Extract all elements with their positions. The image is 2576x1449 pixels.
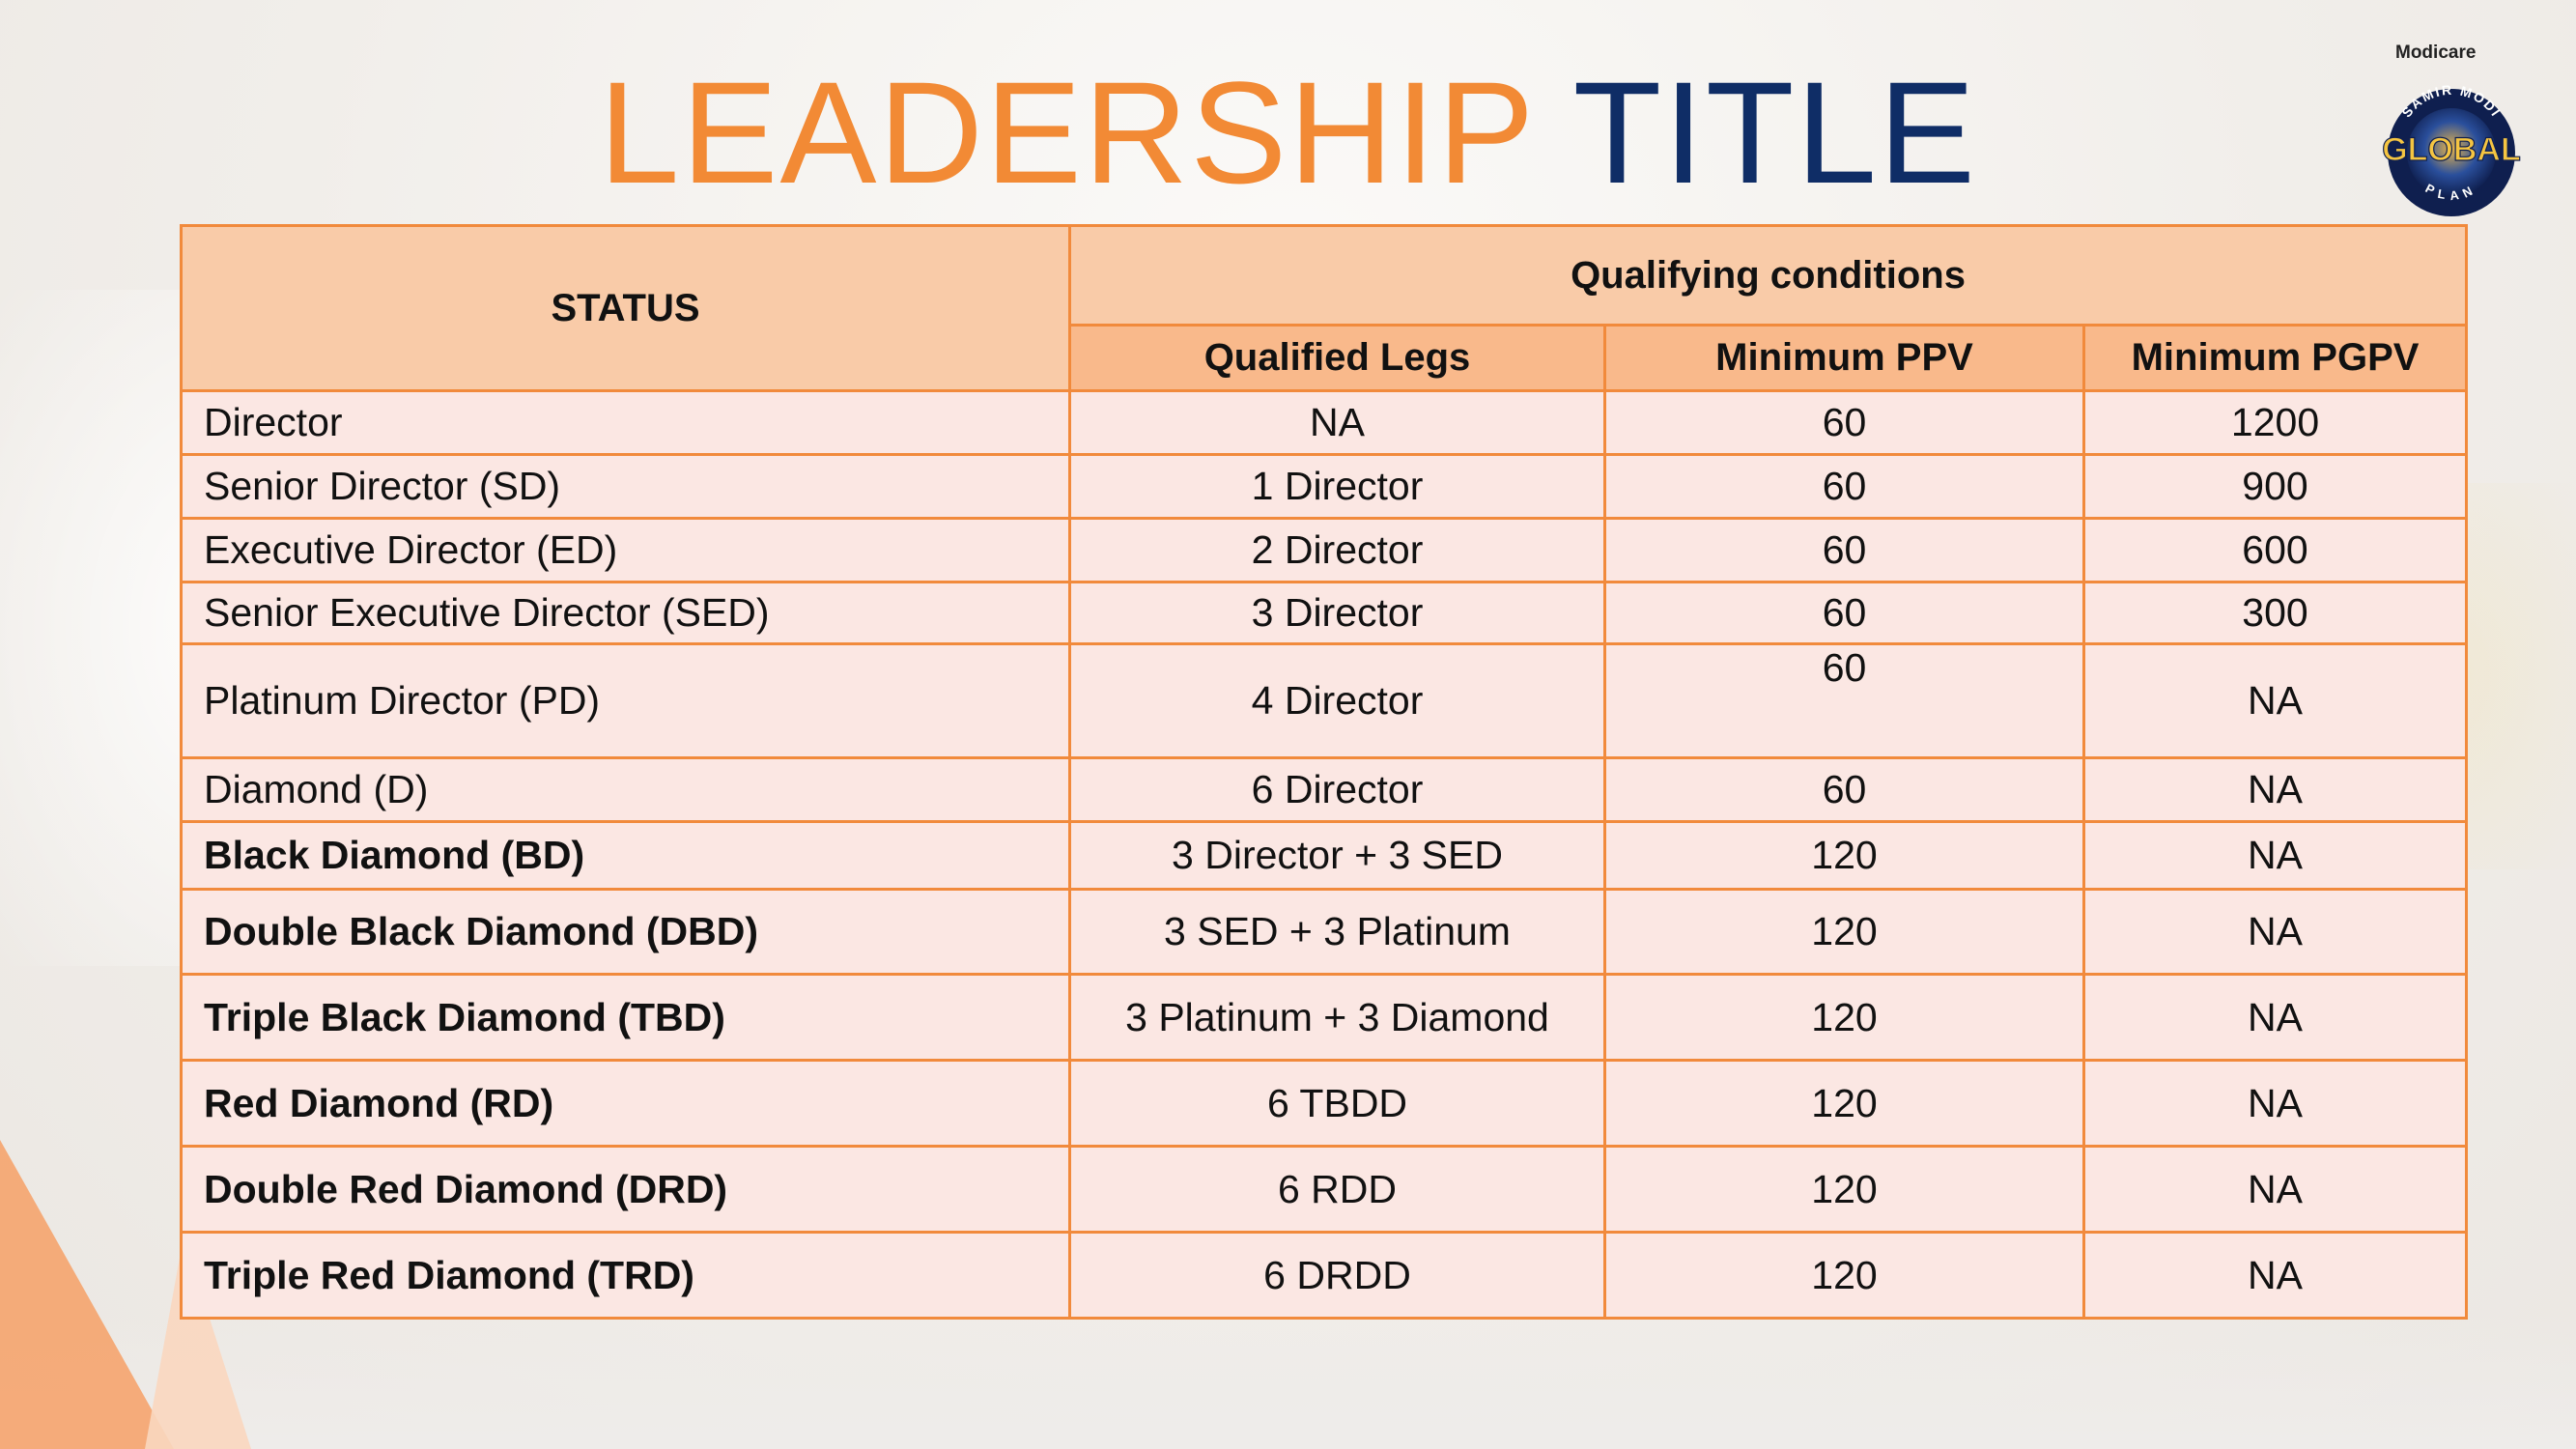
minimum-ppv-header: Minimum PPV [1603,324,2085,392]
table-row: Triple Black Diamond (TBD) 3 Platinum + … [180,973,2469,1062]
logo-main-text: GLOBAL [2382,131,2521,168]
ppv-cell: 60 [1603,453,2085,520]
table-row: Senior Executive Director (SED) 3 Direct… [180,581,2469,645]
table-row: Triple Red Diamond (TRD) 6 DRDD 120 NA [180,1231,2469,1320]
minimum-pgpv-header: Minimum PGPV [2081,324,2469,392]
ppv-cell: 120 [1603,1059,2085,1148]
status-cell: Triple Black Diamond (TBD) [180,973,1071,1062]
globe-icon: SAMIR MODI GLOBAL PLAN [2382,82,2521,216]
pgpv-cell: 600 [2081,517,2469,583]
global-plan-logo: Modicare SAMIR MODI GLOBAL PLAN [2357,33,2550,216]
ppv-cell: 60 [1603,389,2085,456]
legs-cell: 6 Director [1068,756,1606,823]
status-cell: Black Diamond (BD) [180,820,1071,891]
ppv-cell: 60 [1603,581,2085,645]
legs-cell: 4 Director [1068,642,1606,759]
status-cell: Senior Executive Director (SED) [180,581,1071,645]
ppv-cell: 120 [1603,888,2085,976]
table-row: Double Black Diamond (DBD) 3 SED + 3 Pla… [180,888,2469,976]
table-row: Platinum Director (PD) 4 Director 60 NA [180,642,2469,759]
table-row: Diamond (D) 6 Director 60 NA [180,756,2469,823]
pgpv-cell: NA [2081,888,2469,976]
table-row: Double Red Diamond (DRD) 6 RDD 120 NA [180,1145,2469,1234]
legs-cell: 3 Platinum + 3 Diamond [1068,973,1606,1062]
pgpv-cell: NA [2081,642,2469,759]
status-cell: Red Diamond (RD) [180,1059,1071,1148]
legs-cell: 6 TBDD [1068,1059,1606,1148]
table-row: Black Diamond (BD) 3 Director + 3 SED 12… [180,820,2469,891]
status-cell: Executive Director (ED) [180,517,1071,583]
status-cell: Double Red Diamond (DRD) [180,1145,1071,1234]
pgpv-cell: NA [2081,973,2469,1062]
legs-cell: 2 Director [1068,517,1606,583]
logo-brand-text: Modicare [2395,43,2477,63]
pgpv-cell: NA [2081,1059,2469,1148]
status-cell: Director [180,389,1071,456]
legs-cell: 3 Director [1068,581,1606,645]
legs-cell: 1 Director [1068,453,1606,520]
table-row: Red Diamond (RD) 6 TBDD 120 NA [180,1059,2469,1148]
status-cell: Senior Director (SD) [180,453,1071,520]
ppv-cell: 120 [1603,1231,2085,1320]
pgpv-cell: 300 [2081,581,2469,645]
qualifying-conditions-header: Qualifying conditions [1067,224,2469,327]
status-cell: Diamond (D) [180,756,1071,823]
table-row: Director NA 60 1200 [180,389,2469,456]
legs-cell: 3 SED + 3 Platinum [1068,888,1606,976]
pgpv-cell: NA [2081,1145,2469,1234]
leadership-title-table: STATUS Qualifying conditions Qualified L… [180,224,2469,1320]
legs-cell: 6 DRDD [1068,1231,1606,1320]
ppv-cell: 60 [1603,517,2085,583]
ppv-cell: 120 [1603,973,2085,1062]
decorative-corner-triangles [0,1140,251,1449]
table-row: Senior Director (SD) 1 Director 60 900 [180,453,2469,520]
ppv-cell: 60 [1603,756,2085,823]
ppv-cell: 60 [1603,642,2085,759]
legs-cell: 6 RDD [1068,1145,1606,1234]
pgpv-cell: NA [2081,1231,2469,1320]
pgpv-cell: 1200 [2081,389,2469,456]
table-row: Executive Director (ED) 2 Director 60 60… [180,517,2469,583]
ppv-cell: 120 [1603,1145,2085,1234]
title-word-leadership: LEADERSHIP [599,51,1534,213]
ppv-cell: 120 [1603,820,2085,891]
qualified-legs-header: Qualified Legs [1068,324,1606,392]
page-title: LEADERSHIP TITLE [0,50,2576,214]
status-cell: Platinum Director (PD) [180,642,1071,759]
legs-cell: NA [1068,389,1606,456]
background-floor [0,1314,2576,1449]
pgpv-cell: NA [2081,756,2469,823]
legs-cell: 3 Director + 3 SED [1068,820,1606,891]
pgpv-cell: NA [2081,820,2469,891]
pgpv-cell: 900 [2081,453,2469,520]
status-cell: Double Black Diamond (DBD) [180,888,1071,976]
title-word-title: TITLE [1572,51,1977,213]
status-header: STATUS [180,224,1071,392]
status-cell: Triple Red Diamond (TRD) [180,1231,1071,1320]
